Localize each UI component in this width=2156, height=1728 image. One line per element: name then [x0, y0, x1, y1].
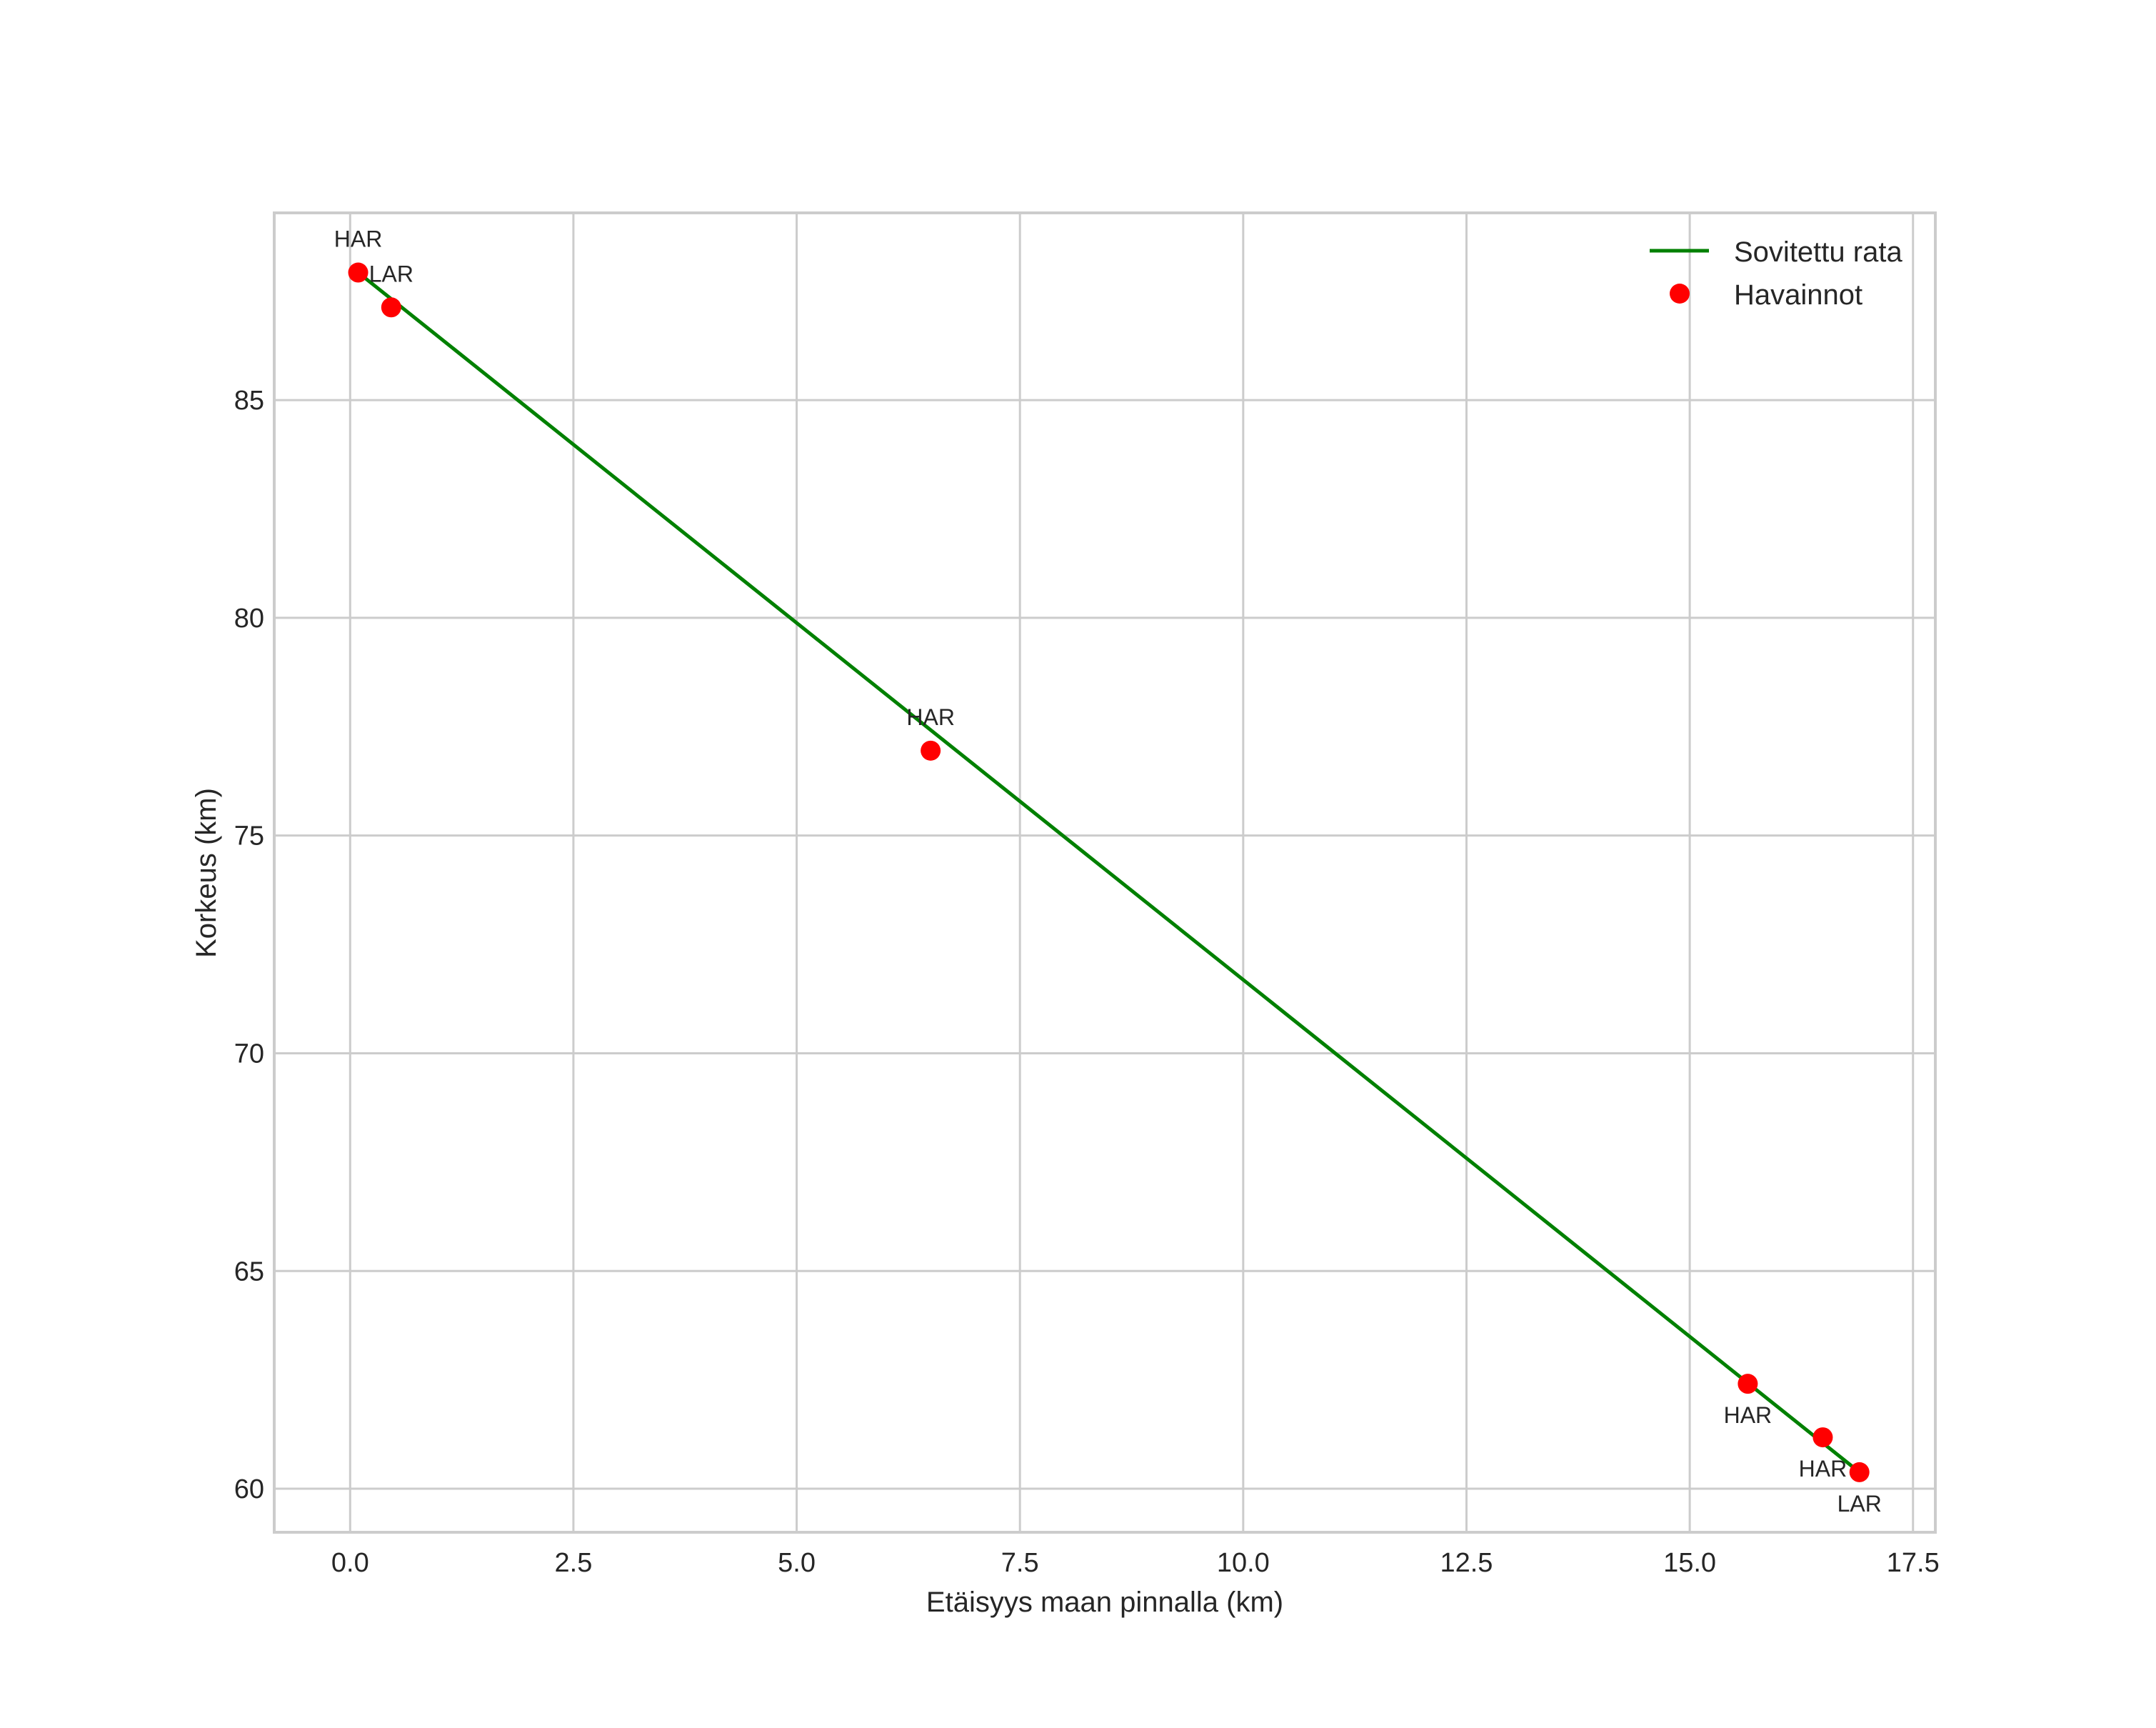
- x-axis-ticks: 0.0 2.5 5.0 7.5 10.0 12.5 15.0 17.5: [331, 1548, 1940, 1578]
- legend-label: Sovitettu rata: [1734, 236, 1902, 268]
- y-axis-label: Korkeus (km): [191, 788, 222, 958]
- point-label: LAR: [369, 261, 413, 286]
- point-annotations: HAR LAR HAR HAR HAR LAR: [334, 226, 1882, 1517]
- legend-label: Havainnot: [1734, 279, 1862, 311]
- y-tick-label: 70: [234, 1039, 264, 1069]
- x-tick-label: 10.0: [1217, 1548, 1270, 1578]
- observation-point: [921, 740, 941, 761]
- legend: Sovitettu rata Havainnot: [1650, 236, 1902, 311]
- legend-item-fitted-track: Sovitettu rata: [1650, 236, 1902, 268]
- x-tick-label: 17.5: [1887, 1548, 1940, 1578]
- fitted-track-line: [356, 271, 1861, 1474]
- plot-frame: [273, 211, 1937, 1534]
- y-tick-label: 80: [234, 604, 264, 634]
- point-label: HAR: [334, 226, 383, 252]
- point-label: HAR: [1724, 1402, 1773, 1428]
- y-tick-label: 65: [234, 1257, 264, 1287]
- x-tick-label: 12.5: [1440, 1548, 1493, 1578]
- x-tick-label: 7.5: [1001, 1548, 1039, 1578]
- x-tick-label: 15.0: [1663, 1548, 1716, 1578]
- series-layer: [348, 262, 1870, 1482]
- grid-lines: [274, 213, 1935, 1532]
- y-tick-label: 85: [234, 386, 264, 416]
- observation-point: [1849, 1462, 1870, 1482]
- x-axis-label: Etäisyys maan pinnalla (km): [926, 1587, 1283, 1618]
- point-label: LAR: [1837, 1491, 1882, 1517]
- x-tick-label: 0.0: [331, 1548, 369, 1578]
- x-tick-label: 2.5: [555, 1548, 593, 1578]
- observation-point: [1738, 1374, 1758, 1394]
- y-tick-label: 75: [234, 821, 264, 851]
- legend-dot-icon: [1670, 284, 1690, 304]
- observation-point: [381, 297, 401, 318]
- legend-item-observations: Havainnot: [1670, 279, 1862, 311]
- y-axis-ticks: 60 65 70 75 80 85: [234, 386, 264, 1504]
- x-tick-label: 5.0: [778, 1548, 816, 1578]
- observation-point: [1812, 1427, 1833, 1448]
- point-label: HAR: [1799, 1456, 1847, 1482]
- point-label: HAR: [906, 704, 955, 730]
- y-tick-label: 60: [234, 1474, 264, 1504]
- observation-point: [348, 262, 368, 283]
